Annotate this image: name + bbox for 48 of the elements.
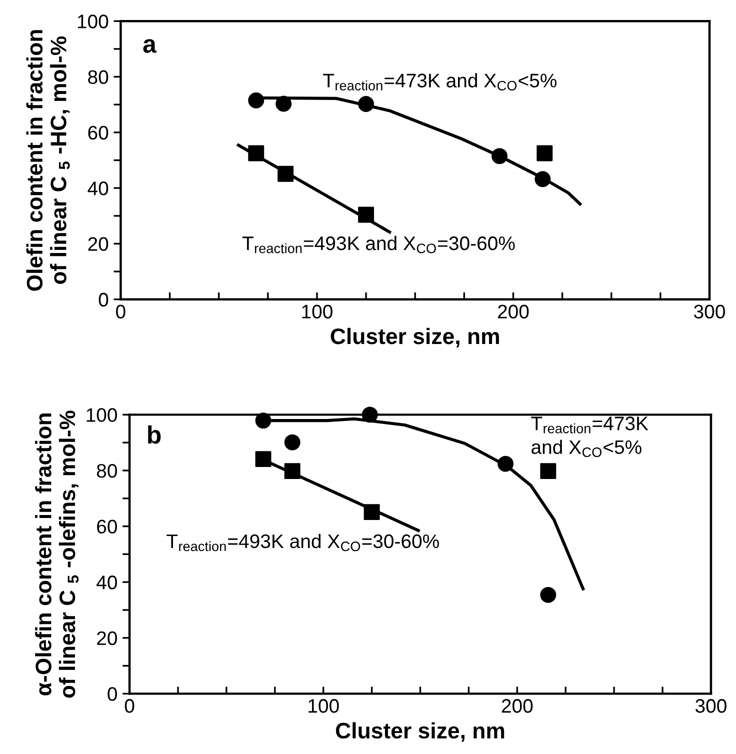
- annotation: T$_{reaction}$=473K and X$_{CO}$<5%: [323, 73, 557, 90]
- y-tick-label: 40: [96, 576, 117, 590]
- annotation: a: [143, 39, 157, 53]
- annotation: T$_{reaction}$=493K and X$_{CO}$=30-60%: [242, 236, 515, 254]
- point: [276, 96, 292, 112]
- point: [284, 463, 300, 480]
- point: [540, 463, 556, 480]
- annotation: T$_{reaction}$=473K and X$_{CO}$<5%: [531, 416, 648, 458]
- point: [492, 148, 508, 164]
- x-axis-title: Cluster size, nm: [330, 328, 499, 348]
- point: [284, 434, 300, 450]
- x-tick-label: 300: [696, 699, 726, 713]
- point: [278, 166, 294, 182]
- x-tick-label: 200: [498, 304, 529, 318]
- annotation: b: [148, 425, 161, 444]
- y-tick-label: 0: [108, 687, 117, 701]
- point: [255, 451, 272, 468]
- y-tick-label: 60: [88, 126, 108, 140]
- y-tick-label: 0: [98, 292, 108, 307]
- point: [534, 171, 551, 188]
- y-tick-label: 20: [88, 237, 108, 251]
- point: [248, 145, 264, 162]
- point: [362, 406, 378, 423]
- point: [498, 456, 514, 472]
- y-tick-label: 100: [86, 408, 117, 422]
- x-axis-title: Cluster size, nm: [336, 722, 504, 742]
- y-tick-label: 100: [78, 14, 108, 28]
- x-tick-label: 0: [116, 304, 126, 318]
- point: [540, 586, 556, 603]
- y-axis-title: Olefin content in fraction of linear C $_{5}$ -HC, mol-%: [26, 30, 70, 291]
- x-tick-label: 100: [302, 304, 332, 318]
- x-tick-label: 0: [124, 699, 134, 713]
- point: [536, 145, 553, 162]
- y-tick-label: 60: [97, 520, 117, 534]
- y-tick-label: 20: [97, 631, 117, 646]
- y-tick-label: 40: [88, 182, 108, 196]
- y-axis-title: α-Olefin content in fraction of linear C $_{5}$ -olefins, mol-%: [35, 410, 79, 698]
- point: [248, 92, 264, 108]
- annotation: T$_{reaction}$=493K and X$_{CO}$=30-60%: [166, 534, 439, 552]
- x-tick-label: 200: [502, 699, 533, 713]
- y-tick-label: 80: [88, 70, 108, 84]
- point: [255, 412, 272, 429]
- point: [358, 96, 374, 112]
- point: [364, 504, 380, 520]
- y-tick-label: 80: [96, 464, 117, 478]
- x-tick-label: 100: [308, 699, 339, 713]
- point: [358, 206, 374, 223]
- x-tick-label: 300: [694, 304, 725, 318]
